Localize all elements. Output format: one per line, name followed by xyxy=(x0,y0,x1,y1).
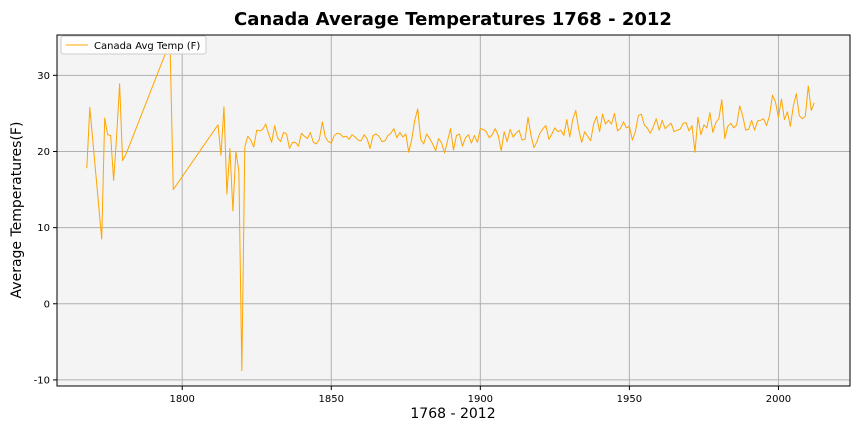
x-axis-label: 1768 - 2012 xyxy=(410,406,495,422)
y-axis-ticks: -10 0 10 20 30 xyxy=(34,71,57,386)
x-tick-label: 1950 xyxy=(617,394,642,405)
x-axis-ticks: 1800 1850 1900 1950 2000 xyxy=(169,386,791,405)
y-axis-label: Average Temperatures(F) xyxy=(9,122,25,299)
y-tick-label: 20 xyxy=(37,147,50,158)
legend: Canada Avg Temp (F) xyxy=(60,35,207,55)
y-gridlines xyxy=(57,74,850,381)
series-line xyxy=(86,48,815,372)
x-tick-label: 1900 xyxy=(468,394,493,405)
y-tick-label: 10 xyxy=(37,223,50,234)
y-tick-label: -10 xyxy=(34,375,50,386)
legend-box xyxy=(60,35,207,55)
plot-area xyxy=(57,35,850,386)
y-tick-label: 0 xyxy=(44,299,50,310)
x-tick-label: 1850 xyxy=(319,394,344,405)
series-layer xyxy=(86,48,815,372)
y-tick-label: 30 xyxy=(37,71,50,82)
legend-label: Canada Avg Temp (F) xyxy=(94,41,200,52)
chart-title: Canada Average Temperatures 1768 - 2012 xyxy=(234,9,672,30)
x-tick-label: 2000 xyxy=(766,394,791,405)
x-tick-label: 1800 xyxy=(169,394,194,405)
plot-frame xyxy=(56,34,851,387)
x-gridlines xyxy=(181,35,779,386)
